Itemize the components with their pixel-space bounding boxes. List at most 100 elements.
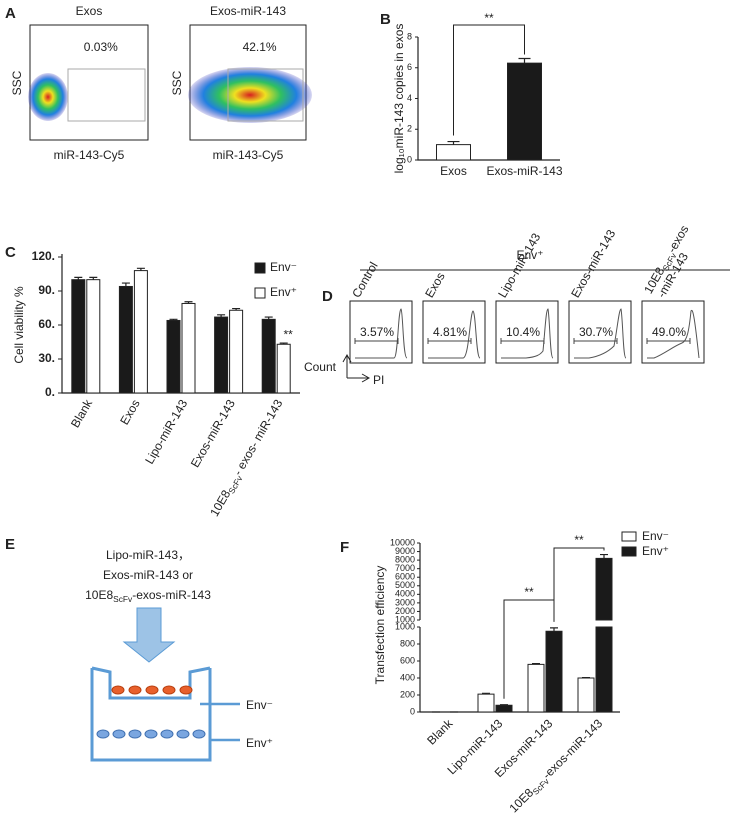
sample-label: Control [349, 260, 380, 301]
legend-label: Env⁺ [270, 285, 297, 299]
panel-header: Env⁺ [516, 248, 543, 262]
bar [595, 557, 613, 713]
cell-lower [176, 729, 190, 739]
y-tick-label: 10000 [390, 537, 415, 547]
y-tick-label: 4 [407, 93, 412, 103]
significance-bracket [453, 24, 525, 136]
gate-percent: 10.4% [506, 325, 540, 339]
y-tick-label: 3000 [395, 597, 415, 607]
gate-marker [573, 338, 618, 344]
cell-lower [96, 729, 110, 739]
bar [495, 704, 513, 713]
y-tick-label: 1000 [395, 621, 415, 631]
legend-label: Env⁺ [642, 544, 669, 558]
y-tick-label: 200 [400, 689, 415, 699]
histogram-frame [641, 300, 705, 364]
y-tick-label: 8000 [395, 554, 415, 564]
y-tick-label: 0. [45, 385, 55, 399]
gate-percent: 30.7% [579, 325, 613, 339]
y-tick-label: 2 [407, 124, 412, 134]
bar [261, 318, 276, 394]
histogram-curve [501, 308, 554, 359]
x-tick-label: Exos-miR-143 [188, 397, 238, 470]
sample-label: Exos-miR-143 [568, 227, 618, 300]
error-bar [279, 342, 288, 345]
label-lower: Env⁺ [246, 736, 273, 750]
histogram-frame [422, 300, 486, 364]
cell-upper [162, 685, 176, 695]
histogram-curve [428, 310, 481, 359]
gate-marker [500, 338, 545, 344]
bar [507, 62, 542, 161]
legend-swatch [621, 546, 637, 557]
gate-marker [427, 338, 472, 344]
x-axis-label: PI [373, 373, 384, 387]
x-tick-label: Blank [424, 716, 456, 748]
x-tick-label: Exos-miR-143 [486, 164, 562, 178]
error-bar [550, 627, 558, 632]
error-bar [532, 662, 540, 665]
gate [227, 68, 304, 122]
histogram-curve [355, 308, 408, 359]
plot-title: Exos [76, 4, 103, 18]
bar [166, 319, 181, 394]
axis-arrows [342, 353, 371, 383]
cell-lower [144, 729, 158, 739]
gate [67, 68, 146, 122]
error-bar [447, 140, 460, 145]
cell-upper [179, 685, 193, 695]
y-tick-label: 9000 [395, 546, 415, 556]
x-axis-label: miR-143-Cy5 [213, 148, 284, 162]
y-axis-label: Transfection efficiency [373, 566, 387, 685]
label-upper: Env⁻ [246, 698, 273, 712]
cell-upper [111, 685, 125, 695]
error-bar [74, 276, 83, 280]
well [90, 666, 212, 762]
significance-label: ** [524, 585, 534, 599]
y-tick-label: 7000 [395, 563, 415, 573]
cell-lower [160, 729, 174, 739]
panel-letter: C [5, 244, 16, 261]
gate-marker [354, 338, 399, 344]
y-axis-label: SSC [10, 70, 24, 95]
cell-lower [128, 729, 142, 739]
y-tick-label: 1000 [395, 614, 415, 624]
bar [71, 279, 86, 394]
significance-label: ** [484, 11, 494, 25]
histogram-frame [495, 300, 559, 364]
cell-lower [112, 729, 126, 739]
bar [229, 309, 244, 394]
legend-swatch [254, 287, 266, 299]
error-bar [121, 282, 130, 287]
scatter-cloud [28, 73, 68, 121]
sample-label: Exos [422, 270, 447, 300]
gate-percent: 4.81% [433, 325, 467, 339]
y-tick-label: 600 [400, 655, 415, 665]
bar [181, 302, 196, 394]
error-bar [232, 307, 241, 311]
gate-percent: 42.1% [243, 40, 277, 54]
x-tick-label: Lipo-miR-143 [142, 397, 190, 467]
x-tick-label: Exos [440, 164, 467, 178]
error-bar [482, 692, 490, 695]
sample-label: Lipo-miR-143 [495, 230, 543, 300]
treatment-label: Exos-miR-143 or [103, 568, 193, 582]
gate-percent: 0.03% [84, 40, 118, 54]
y-tick-label: 60. [38, 317, 55, 331]
error-bar [184, 301, 193, 304]
significance-bracket [553, 547, 605, 622]
pointer [200, 702, 240, 742]
error-bar [217, 314, 226, 318]
y-tick-label: 6000 [395, 572, 415, 582]
cell-upper [145, 685, 159, 695]
plot-title: Exos-miR-143 [210, 4, 286, 18]
y-tick-label: 6 [407, 62, 412, 72]
error-bar [518, 57, 531, 64]
histogram-frame [568, 300, 632, 364]
y-axis-label: Cell viability % [12, 286, 26, 364]
error-bar [264, 316, 273, 320]
x-tick-label: Blank [68, 396, 96, 430]
y-tick-label: 400 [400, 672, 415, 682]
y-axis-label: log₁₀miR-143 copies in exos [392, 24, 406, 174]
significance-label: ** [574, 533, 584, 547]
